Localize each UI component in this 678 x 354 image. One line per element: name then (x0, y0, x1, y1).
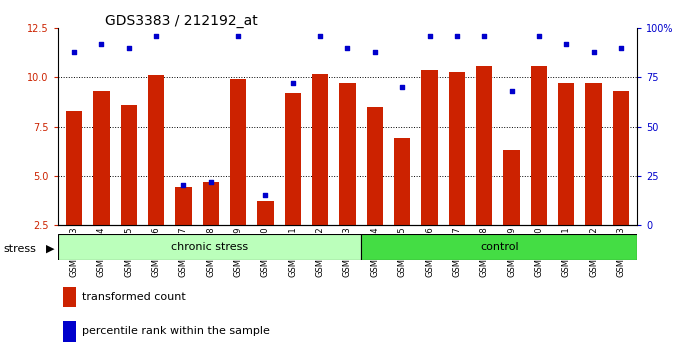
Point (68, 49, 79, 55)
Point (151, 33, 161, 39)
Point (424, 33, 435, 39)
Bar (257, 201, 274, 225)
Text: chronic stress: chronic stress (171, 242, 248, 252)
Bar (449, 72, 465, 225)
Bar (175, 188, 192, 225)
Point (287, 80, 298, 86)
Bar (339, 83, 356, 225)
Point (561, 41, 572, 47)
Bar (58, 234, 361, 260)
Bar (121, 105, 137, 225)
Bar (394, 138, 410, 225)
Point (342, 45, 353, 51)
Text: percentile rank within the sample: percentile rank within the sample (82, 326, 270, 336)
Bar (531, 65, 547, 225)
Bar (203, 182, 219, 225)
Bar (64, 321, 76, 342)
Bar (476, 65, 492, 225)
Text: ▶: ▶ (46, 244, 55, 253)
Point (260, 193, 271, 198)
Bar (93, 91, 110, 225)
Text: GDS3383 / 212192_at: GDS3383 / 212192_at (105, 14, 258, 28)
Bar (585, 83, 602, 225)
Bar (558, 83, 574, 225)
Bar (361, 234, 637, 260)
Bar (503, 150, 520, 225)
Text: transformed count: transformed count (82, 292, 186, 302)
Point (205, 179, 216, 184)
Point (479, 33, 490, 39)
Bar (148, 75, 164, 225)
Text: control: control (480, 242, 519, 252)
Point (233, 33, 243, 39)
Point (96, 41, 107, 47)
Point (452, 33, 462, 39)
Point (534, 33, 544, 39)
Bar (613, 91, 629, 225)
Bar (230, 79, 246, 225)
Point (370, 49, 380, 55)
Bar (64, 286, 76, 307)
Point (588, 49, 599, 55)
Bar (312, 74, 328, 225)
Bar (66, 111, 82, 225)
Point (506, 88, 517, 94)
Bar (421, 70, 438, 225)
Point (616, 45, 626, 51)
Point (178, 183, 189, 188)
Point (315, 33, 325, 39)
Text: stress: stress (3, 244, 36, 253)
Bar (285, 93, 301, 225)
Point (123, 45, 134, 51)
Bar (367, 107, 383, 225)
Point (397, 84, 407, 90)
